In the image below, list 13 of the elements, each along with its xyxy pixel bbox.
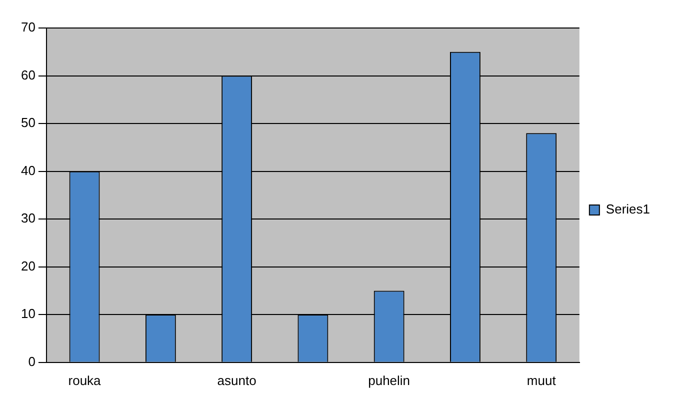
y-tick-label: 60 [20,67,36,82]
y-tick-label: 50 [20,115,36,130]
y-tick-label: 70 [20,20,36,35]
x-tick-label: puhelin [368,372,410,388]
y-tick-label: 10 [20,306,36,322]
x-tick-label: asunto [217,372,256,388]
y-tick-label: 40 [20,162,36,178]
legend-label: Series1 [606,202,650,217]
y-tick-label: 20 [20,258,36,274]
x-tick-label: muut [526,372,556,388]
x-tick-label: rouka [68,372,102,388]
y-tick-label: 30 [20,210,36,226]
y-tick-label: 0 [28,354,36,369]
